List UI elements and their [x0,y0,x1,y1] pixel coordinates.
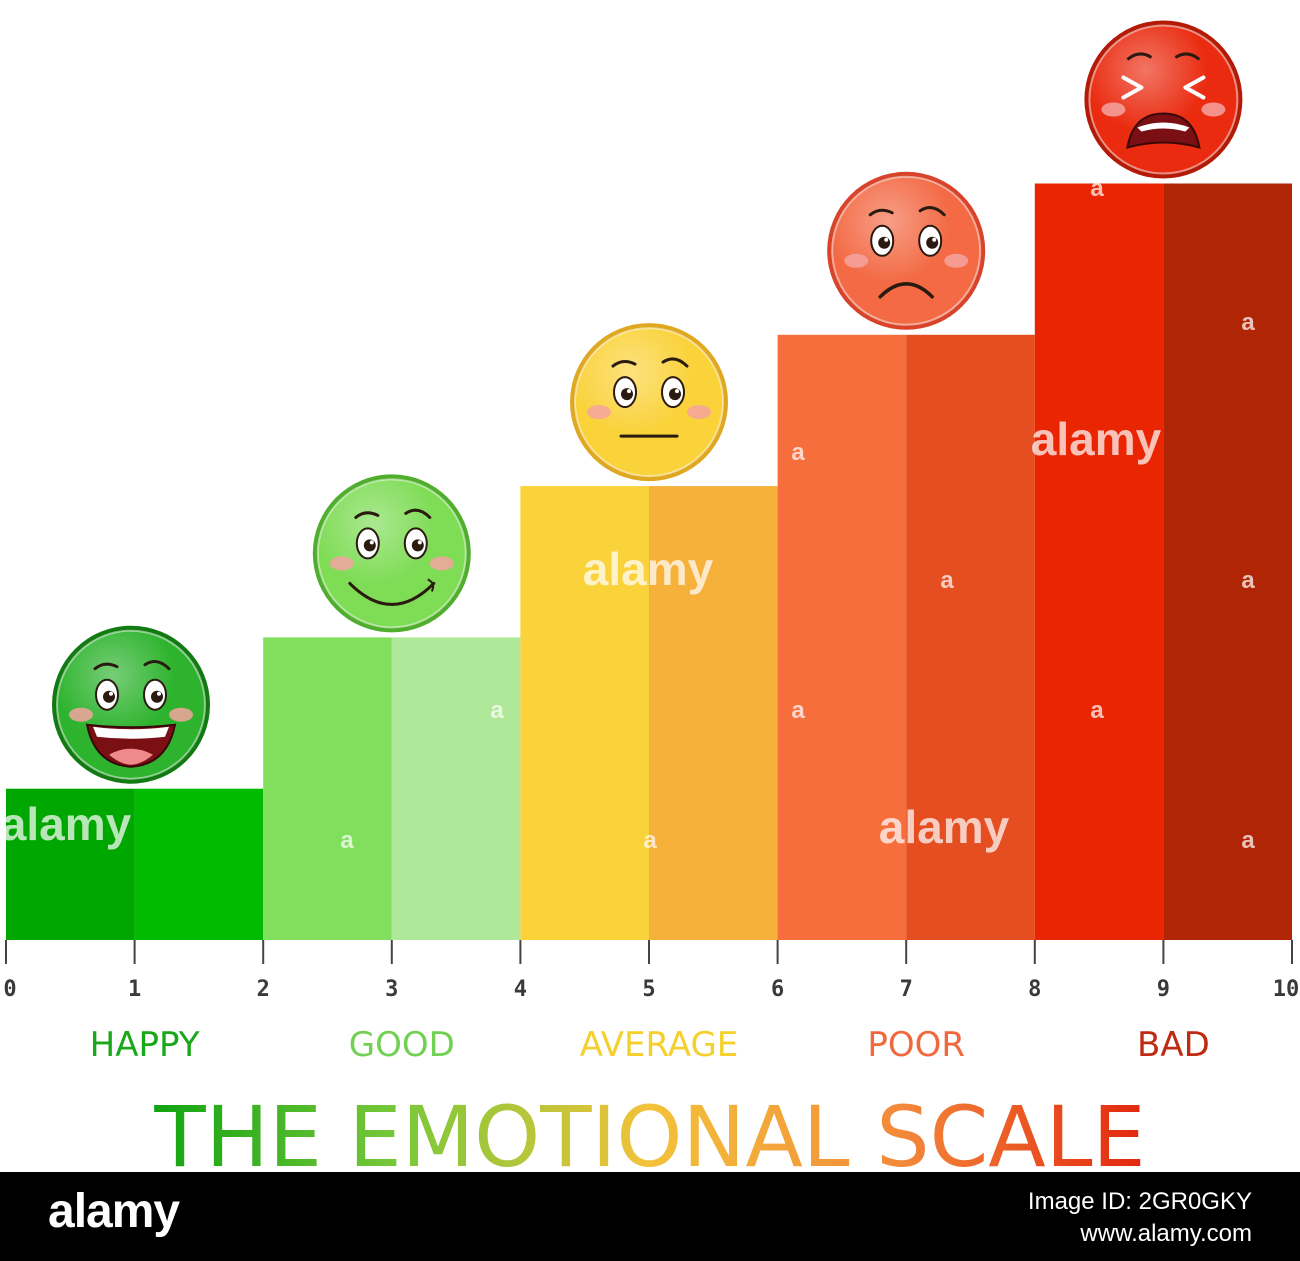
x-tick-label: 2 [257,977,270,1002]
watermark-text: alamy [583,543,714,595]
x-axis: 0 1 2 3 4 5 6 7 8 9 10 [3,940,1299,1002]
x-tick-label: 6 [771,977,784,1002]
x-tick-label: 7 [900,977,913,1002]
chart-title: THE EMOTIONAL SCALE [153,1088,1145,1172]
sad-face-icon [827,171,986,330]
bars-layer [6,183,1292,940]
happy-face-icon [52,625,210,784]
footer-site: www.alamy.com [1080,1220,1252,1247]
footer-brand-logo: alamy [48,1185,180,1238]
bar-poor-left [777,334,907,940]
faces-layer [52,20,1243,784]
bar-bad-right [1163,183,1292,940]
watermark-mark: a [940,567,954,594]
watermark-mark: a [1090,697,1104,724]
x-tick-label: 1 [128,977,141,1002]
neutral-face-icon [570,323,728,482]
bar-average-right [649,486,778,940]
level-label-poor: POOR [867,1025,965,1065]
bar-average-left [520,486,649,940]
footer-bar: alamy Image ID: 2GR0GKY www.alamy.com [0,1172,1300,1261]
watermark-layer: alamy alamy alamy alamy a a a a a a a a a a a [1,175,1256,854]
watermark-mark: a [1241,309,1255,336]
watermark-mark: a [791,439,805,466]
x-tick-label: 5 [642,977,655,1002]
bar-good-left [263,637,392,940]
level-labels: HAPPY GOOD AVERAGE POOR BAD [90,1025,1210,1065]
bar-happy-left [6,788,135,940]
smile-face-icon [312,474,471,633]
footer-image-id: Image ID: 2GR0GKY [1027,1188,1252,1215]
x-tick-label: 9 [1157,977,1170,1002]
x-tick-label: 3 [385,977,398,1002]
level-label-good: GOOD [349,1025,455,1065]
watermark-text: alamy [1031,413,1162,465]
bar-bad-left [1034,183,1164,940]
bar-good-right [391,637,521,940]
watermark-mark: a [1090,175,1104,202]
x-tick-label: 10 [1273,977,1300,1002]
watermark-mark: a [1241,567,1255,594]
x-tick-label: 0 [3,977,16,1002]
watermark-mark: a [490,697,504,724]
bar-happy-right [134,788,264,940]
watermark-mark: a [791,697,805,724]
watermark-text: alamy [879,801,1010,853]
watermark-mark: a [340,827,354,854]
level-label-happy: HAPPY [90,1025,200,1065]
emotional-scale-chart: alamy alamy alamy alamy a a a a a a a a a a a 0 1 2 3 4 5 6 7… [1,20,1300,1172]
level-label-bad: BAD [1137,1025,1210,1065]
x-tick-label: 4 [514,977,527,1002]
watermark-mark: a [643,827,657,854]
watermark-mark: a [1241,827,1255,854]
x-tick-label: 8 [1028,977,1041,1002]
footer-meta: Image ID: 2GR0GKY www.alamy.com [1028,1186,1252,1250]
level-label-average: AVERAGE [580,1025,739,1065]
bar-poor-right [906,334,1035,940]
crying-face-icon [1084,20,1243,179]
watermark-text: alamy [1,798,132,850]
